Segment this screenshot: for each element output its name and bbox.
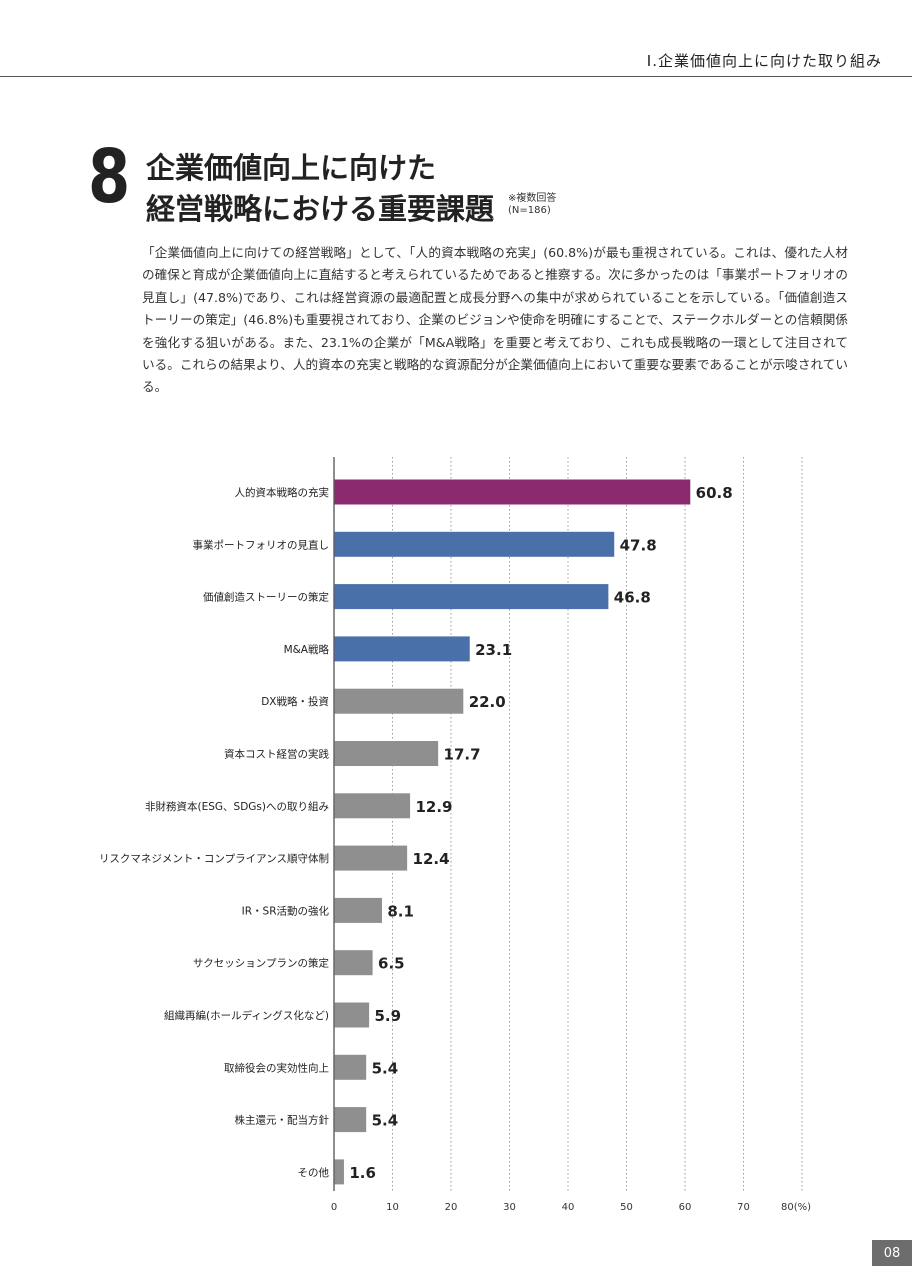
category-label: サクセッションプランの策定 <box>193 957 330 970</box>
page-number: 08 <box>872 1240 912 1266</box>
category-label: DX戦略・投資 <box>261 695 329 708</box>
category-label: 人的資本戦略の充実 <box>235 486 330 499</box>
category-label: 株主還元・配当方針 <box>235 1114 330 1127</box>
x-tick-label: 70 <box>737 1202 750 1213</box>
bar <box>334 1054 367 1080</box>
header-divider <box>0 76 912 77</box>
section-title-line-1: 企業価値向上に向けた <box>146 151 437 185</box>
category-label: 事業ポートフォリオの見直し <box>193 538 330 551</box>
section-title-line-2: 経営戦略における重要課題 <box>146 192 495 226</box>
value-label: 6.5 <box>378 955 405 973</box>
category-label: 取締役会の実効性向上 <box>224 1061 329 1074</box>
body-paragraph: 「企業価値向上に向けての経営戦略」として、「人的資本戦略の充実」(60.8%)が… <box>142 245 848 395</box>
bar <box>334 1002 370 1028</box>
bar <box>334 531 615 557</box>
response-note: ※複数回答 (N=186) <box>508 193 556 217</box>
bar <box>334 688 464 714</box>
section-number: 8 <box>88 134 131 220</box>
value-label: 47.8 <box>620 536 657 554</box>
value-label: 17.7 <box>444 746 481 764</box>
x-tick-label: 60 <box>679 1202 692 1213</box>
bar <box>334 584 609 610</box>
section-header-title: Ⅰ.企業価値向上に向けた取り組み <box>646 52 882 70</box>
value-label: 5.4 <box>372 1112 399 1130</box>
category-label: IR・SR活動の強化 <box>242 904 330 917</box>
x-tick-label: 80(%) <box>781 1202 811 1213</box>
horizontal-bar-chart: 0 10 20 30 40 50 60 70 80(%) 人的資本戦略の充実 60.8 事業ポートフォ… <box>99 457 811 1213</box>
category-label: 非財務資本(ESG、SDGs)への取り組み <box>145 800 329 813</box>
value-label: 60.8 <box>696 484 733 502</box>
x-tick-label: 30 <box>503 1202 516 1213</box>
x-tick-label: 40 <box>562 1202 575 1213</box>
bar <box>334 950 373 976</box>
x-tick-label: 50 <box>620 1202 633 1213</box>
bar <box>334 1107 367 1133</box>
category-label: 組織再編(ホールディングス化など) <box>164 1009 329 1022</box>
bar <box>334 479 691 505</box>
value-label: 1.6 <box>349 1164 376 1182</box>
value-label: 5.9 <box>375 1007 402 1025</box>
x-tick-label: 0 <box>331 1202 337 1213</box>
category-label: 資本コスト経営の実践 <box>224 748 329 761</box>
bar <box>334 741 439 766</box>
value-label: 5.4 <box>372 1059 399 1077</box>
bar <box>334 897 382 923</box>
value-label: 23.1 <box>475 641 512 659</box>
section-title: 企業価値向上に向けた 経営戦略における重要課題 <box>146 148 494 230</box>
value-label: 12.4 <box>413 850 450 868</box>
value-label: 8.1 <box>387 902 414 920</box>
bar <box>334 636 470 662</box>
category-label: M&A戦略 <box>284 643 330 656</box>
value-label: 22.0 <box>469 693 506 711</box>
bar <box>334 793 411 819</box>
category-label: その他 <box>298 1166 330 1179</box>
x-tick-label: 20 <box>445 1202 458 1213</box>
response-note-sample-size: (N=186) <box>508 205 551 216</box>
value-label: 12.9 <box>415 798 452 816</box>
bar <box>334 845 408 871</box>
x-tick-label: 10 <box>386 1202 399 1213</box>
value-label: 46.8 <box>614 589 651 607</box>
category-label: 価値創造ストーリーの策定 <box>203 591 329 604</box>
bar <box>334 1159 344 1185</box>
category-label: リスクマネジメント・コンプライアンス順守体制 <box>99 852 329 865</box>
response-note-multiple: ※複数回答 <box>508 193 557 204</box>
